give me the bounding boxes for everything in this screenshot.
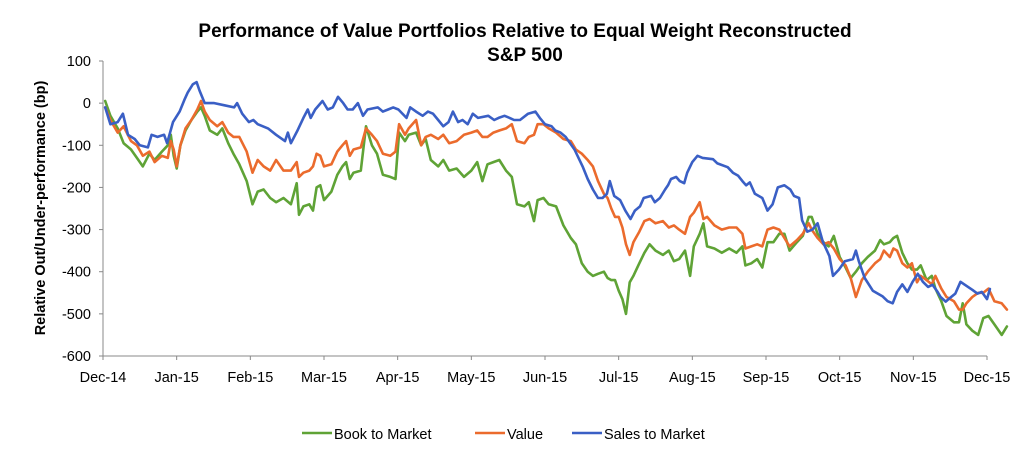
y-tick-label: 100 [67,54,91,70]
x-tick-label: Jun-15 [523,370,567,386]
series-line-book-to-market [103,99,1009,337]
y-tick-label: -400 [62,265,91,281]
x-tick-label: Feb-15 [227,370,273,386]
y-tick-label: -100 [62,138,91,154]
legend: Book to Market Value Sales to Market [302,427,705,443]
series-lines [103,80,1009,337]
legend-label: Book to Market [334,427,432,443]
chart-title: Performance of Value Portfolios Relative… [198,21,851,66]
x-tick-label: Jul-15 [599,370,639,386]
x-tick-label: Jan-15 [154,370,198,386]
x-tick-label: Dec-14 [80,370,127,386]
y-tick-label: -600 [62,349,91,365]
x-tick-label: Nov-15 [890,370,937,386]
x-tick-label: Dec-15 [964,370,1011,386]
legend-item-book-to-market: Book to Market [302,427,432,443]
legend-label: Sales to Market [604,427,705,443]
y-tick-label: -500 [62,307,91,323]
y-axis-label: Relative Out/Under-performance (bp) [33,81,49,336]
chart-title-line-1: Performance of Value Portfolios Relative… [198,21,851,42]
x-tick-label: Mar-15 [301,370,347,386]
legend-item-sales-to-market: Sales to Market [572,427,705,443]
legend-item-value: Value [475,427,543,443]
series-line-sales-to-market [103,80,992,305]
y-tick-label: -200 [62,180,91,196]
x-tick-label: Aug-15 [669,370,716,386]
x-tick-label: May-15 [447,370,495,386]
chart-title-line-2: S&P 500 [487,45,563,66]
y-tick-label: -300 [62,223,91,239]
x-tick-label: Apr-15 [376,370,420,386]
x-axis: Dec-14 Jan-15 Feb-15 Mar-15 Apr-15 May-15 Jun-… [80,355,1011,386]
y-axis: 100 0 -100 -200 -300 -400 -500 -600 [62,54,104,365]
x-tick-label: Oct-15 [818,370,862,386]
legend-label: Value [507,427,543,443]
x-tick-label: Sep-15 [743,370,790,386]
y-tick-label: 0 [83,96,91,112]
